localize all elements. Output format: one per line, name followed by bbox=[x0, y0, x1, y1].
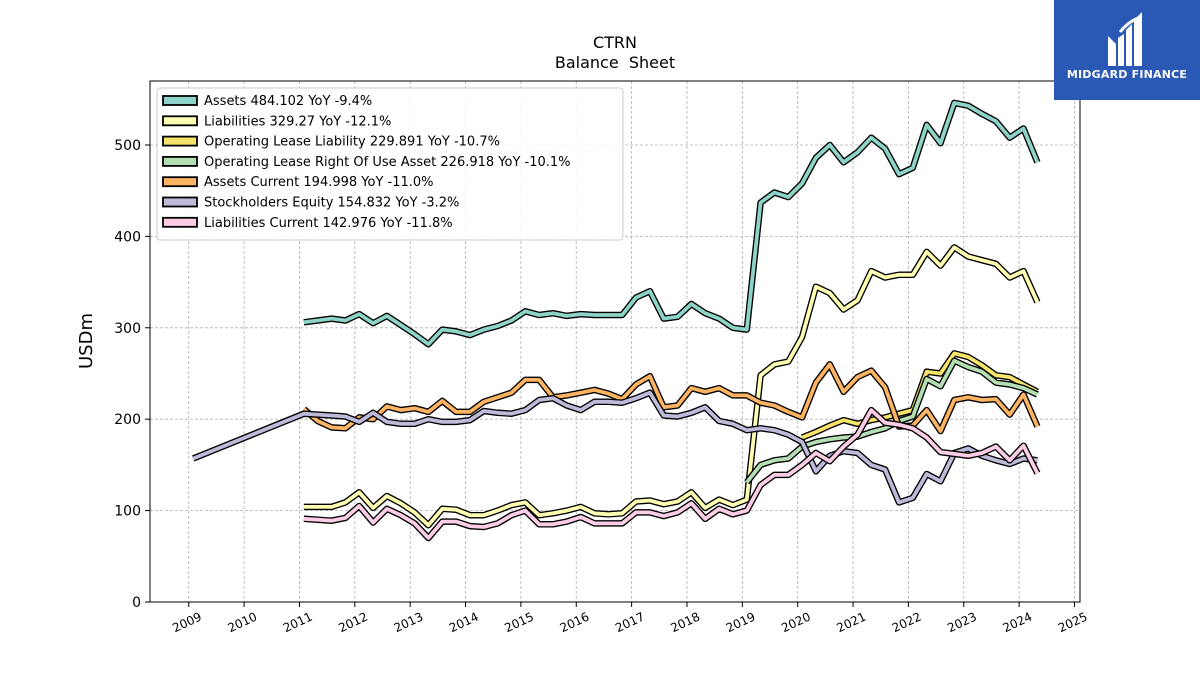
series-line-6 bbox=[303, 406, 1041, 542]
x-tick-label: 2017 bbox=[613, 610, 647, 636]
x-tick-label: 2024 bbox=[1001, 610, 1035, 636]
x-tick-label: 2025 bbox=[1056, 610, 1090, 636]
legend-label: Liabilities Current 142.976 YoY -11.8% bbox=[204, 216, 453, 231]
x-tick-label: 2022 bbox=[890, 610, 924, 636]
series-stroke bbox=[303, 245, 1040, 528]
series-line-0 bbox=[303, 99, 1041, 348]
x-tick-label: 2013 bbox=[392, 610, 426, 636]
y-tick-label: 0 bbox=[132, 595, 141, 611]
x-tick-label: 2019 bbox=[724, 610, 758, 636]
legend-item-3: Operating Lease Right Of Use Asset 226.9… bbox=[162, 155, 571, 170]
series-stroke bbox=[192, 390, 1038, 505]
legend-swatch bbox=[162, 115, 198, 127]
chart-title: CTRN bbox=[593, 33, 637, 52]
legend: Assets 484.102 YoY -9.4% Liabilities 329.… bbox=[156, 87, 624, 241]
midgard-finance-logo: MIDGARD FINANCE bbox=[1054, 0, 1200, 100]
x-tick-label: 2018 bbox=[668, 610, 702, 636]
legend-item-2: Operating Lease Liability 229.891 YoY -1… bbox=[162, 135, 500, 150]
x-tick-label: 2014 bbox=[447, 610, 481, 636]
plot-frame bbox=[149, 80, 1081, 603]
legend-swatch bbox=[162, 196, 198, 208]
midgard-logo-icon bbox=[1108, 12, 1142, 66]
y-tick-label: 200 bbox=[114, 412, 141, 428]
y-tick-label: 100 bbox=[114, 504, 141, 520]
x-tick-label: 2015 bbox=[502, 610, 536, 636]
series-line-5 bbox=[191, 389, 1038, 506]
legend-label: Stockholders Equity 154.832 YoY -3.2% bbox=[204, 196, 459, 211]
y-tick-label: 300 bbox=[114, 321, 141, 337]
x-tick-label: 2009 bbox=[170, 610, 204, 636]
legend-item-5: Stockholders Equity 154.832 YoY -3.2% bbox=[162, 196, 459, 211]
x-tick-label: 2016 bbox=[558, 610, 592, 636]
legend-box bbox=[156, 87, 624, 241]
series-line-1 bbox=[303, 244, 1041, 529]
x-tick-label: 2020 bbox=[779, 610, 813, 636]
legend-item-4: Assets Current 194.998 YoY -11.0% bbox=[162, 175, 434, 190]
legend-swatch bbox=[162, 135, 198, 147]
legend-swatch bbox=[162, 216, 198, 228]
y-tick-label: 400 bbox=[114, 229, 141, 245]
legend-item-0: Assets 484.102 YoY -9.4% bbox=[162, 94, 372, 109]
legend-label: Liabilities 329.27 YoY -12.1% bbox=[204, 114, 391, 129]
legend-label: Assets Current 194.998 YoY -11.0% bbox=[204, 175, 434, 190]
legend-item-1: Liabilities 329.27 YoY -12.1% bbox=[162, 114, 391, 129]
chart-subtitle: Balance Sheet bbox=[555, 53, 675, 72]
legend-label: Operating Lease Right Of Use Asset 226.9… bbox=[204, 155, 571, 170]
series-lines bbox=[191, 99, 1041, 542]
series-line-4 bbox=[301, 361, 1041, 435]
brand-name: MIDGARD FINANCE bbox=[1066, 68, 1188, 81]
x-tick-label: 2011 bbox=[281, 610, 315, 636]
y-axis: 0 100 200 300 400 500 bbox=[114, 138, 150, 611]
x-axis: 2009 2010 2011 2012 2013 2014 2015 2016 2017 2018… bbox=[170, 602, 1090, 636]
series-stroke bbox=[302, 362, 1040, 434]
legend-item-6: Liabilities Current 142.976 YoY -11.8% bbox=[162, 216, 453, 231]
y-axis-label: USDm bbox=[76, 313, 97, 369]
x-tick-label: 2021 bbox=[835, 610, 869, 636]
legend-swatch bbox=[162, 95, 198, 106]
legend-label: Operating Lease Liability 229.891 YoY -1… bbox=[204, 135, 500, 150]
legend-label: Assets 484.102 YoY -9.4% bbox=[204, 94, 372, 109]
x-tick-label: 2010 bbox=[226, 610, 260, 636]
x-tick-label: 2023 bbox=[945, 610, 979, 636]
legend-swatch bbox=[162, 155, 198, 167]
y-tick-label: 500 bbox=[114, 138, 141, 154]
series-stroke bbox=[303, 101, 1040, 347]
x-tick-label: 2012 bbox=[336, 610, 370, 636]
series-stroke bbox=[303, 408, 1040, 540]
legend-swatch bbox=[162, 176, 198, 188]
